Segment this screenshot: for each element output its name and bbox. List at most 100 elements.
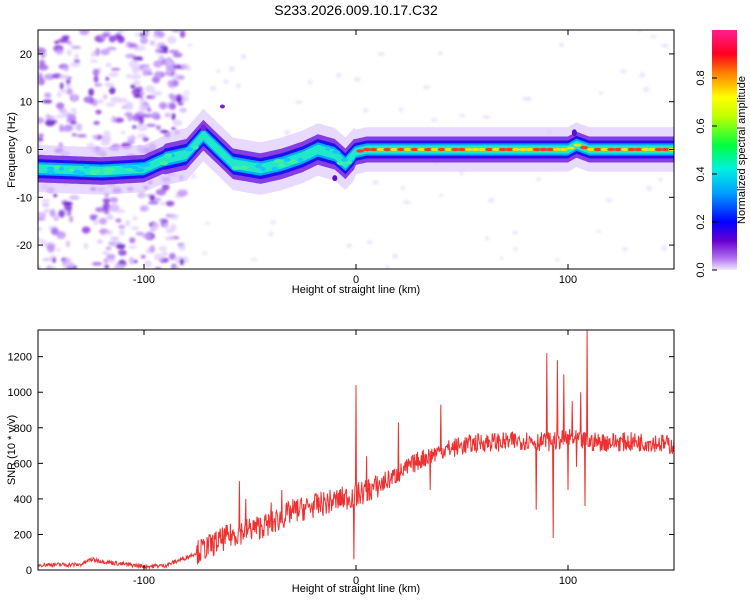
noise-blob xyxy=(115,263,126,269)
trace-core xyxy=(437,147,446,152)
noise-blob xyxy=(38,77,45,86)
noise-blob xyxy=(620,69,627,74)
trace-core xyxy=(654,147,663,152)
noise-blob xyxy=(115,218,122,223)
noise-blob xyxy=(76,134,87,138)
noise-blob xyxy=(93,75,99,83)
noise-blob xyxy=(484,236,490,241)
noise-blob xyxy=(83,242,89,250)
noise-blob xyxy=(50,227,59,236)
noise-blob xyxy=(596,229,602,234)
trace-clump xyxy=(68,168,75,173)
trace-clump xyxy=(78,171,86,176)
noise-blob xyxy=(91,261,103,266)
trace-core xyxy=(539,147,548,152)
noise-blob xyxy=(153,253,164,261)
noise-blob xyxy=(110,96,122,103)
trace-core xyxy=(512,147,521,152)
noise-blob xyxy=(499,256,504,260)
noise-blob xyxy=(130,73,142,80)
noise-blob xyxy=(108,203,120,212)
noise-blob xyxy=(65,240,70,248)
trace-core xyxy=(614,147,623,152)
noise-blob xyxy=(59,127,65,133)
noise-blob xyxy=(96,99,105,104)
noise-blob xyxy=(163,59,173,67)
snr-x-tick-label: -100 xyxy=(133,575,155,587)
spectrogram-x-tick-label: -100 xyxy=(133,274,155,286)
noise-blob xyxy=(72,94,77,101)
noise-blob xyxy=(392,253,399,259)
noise-blob xyxy=(92,99,98,107)
noise-blob xyxy=(42,258,51,262)
spectrogram-y-tick-label: -10 xyxy=(16,192,32,204)
noise-blob xyxy=(65,79,71,85)
noise-blob xyxy=(182,89,191,96)
trace-clump xyxy=(138,163,147,168)
noise-blob xyxy=(164,236,175,241)
noise-blob xyxy=(172,52,183,58)
noise-blob xyxy=(59,82,64,90)
noise-blob xyxy=(103,93,108,100)
noise-blob xyxy=(61,89,66,94)
noise-blob xyxy=(377,52,385,57)
trace-core xyxy=(363,147,372,152)
noise-blob xyxy=(131,88,141,96)
noise-blob xyxy=(168,213,179,220)
noise-blob xyxy=(458,113,466,118)
snr-x-ticks: -100 0 100 xyxy=(133,330,577,587)
noise-blob xyxy=(168,49,180,54)
noise-blob xyxy=(141,234,152,239)
noise-blob xyxy=(139,92,145,96)
noise-blob xyxy=(132,56,144,61)
noise-blob xyxy=(222,79,229,84)
noise-blob xyxy=(179,258,185,266)
noise-blob xyxy=(101,33,111,37)
noise-blob xyxy=(158,55,165,61)
noise-blob xyxy=(110,236,120,240)
noise-blob xyxy=(49,208,56,217)
noise-blob xyxy=(108,35,117,43)
noise-blob xyxy=(155,188,167,196)
noise-blob xyxy=(554,258,561,262)
noise-blob xyxy=(646,185,652,192)
trace-core xyxy=(546,147,555,152)
noise-blob xyxy=(171,126,177,131)
noise-blob xyxy=(159,218,169,223)
noise-blob xyxy=(130,226,140,231)
noise-blob xyxy=(41,203,50,207)
trace-clump xyxy=(283,157,291,162)
trace-core xyxy=(580,145,589,150)
noise-blob xyxy=(74,53,79,61)
noise-blob xyxy=(70,45,82,49)
trace-feature xyxy=(571,129,577,137)
trace-core xyxy=(491,147,500,152)
noise-blob xyxy=(102,202,111,211)
noise-blob xyxy=(536,177,542,182)
noise-blob xyxy=(124,112,133,117)
noise-blob xyxy=(40,52,46,59)
noise-blob xyxy=(81,226,91,234)
spectrogram-x-ticks: -100 0 100 xyxy=(133,30,577,286)
snr-y-tick-label: 400 xyxy=(14,494,32,506)
noise-blob xyxy=(459,170,464,176)
trace-clump xyxy=(46,170,55,175)
noise-blob xyxy=(108,71,119,78)
noise-blob xyxy=(131,125,138,129)
noise-blob xyxy=(104,229,113,236)
colorbar-tick-label: 0.8 xyxy=(695,70,707,85)
noise-blob xyxy=(149,245,156,254)
noise-blob xyxy=(66,88,73,95)
trace-core xyxy=(586,147,595,152)
noise-blob xyxy=(187,43,193,47)
noise-blob xyxy=(512,230,519,235)
trace-core xyxy=(485,147,494,152)
noise-blob xyxy=(38,117,45,124)
noise-blob xyxy=(137,133,147,139)
spectrogram-y-ticks: -20 -10 0 10 20 xyxy=(16,49,674,252)
noise-blob xyxy=(70,107,77,112)
noise-blob xyxy=(95,207,106,213)
snr-y-tick-label: 600 xyxy=(14,458,32,470)
noise-blob xyxy=(93,219,99,226)
noise-blob xyxy=(161,251,169,257)
